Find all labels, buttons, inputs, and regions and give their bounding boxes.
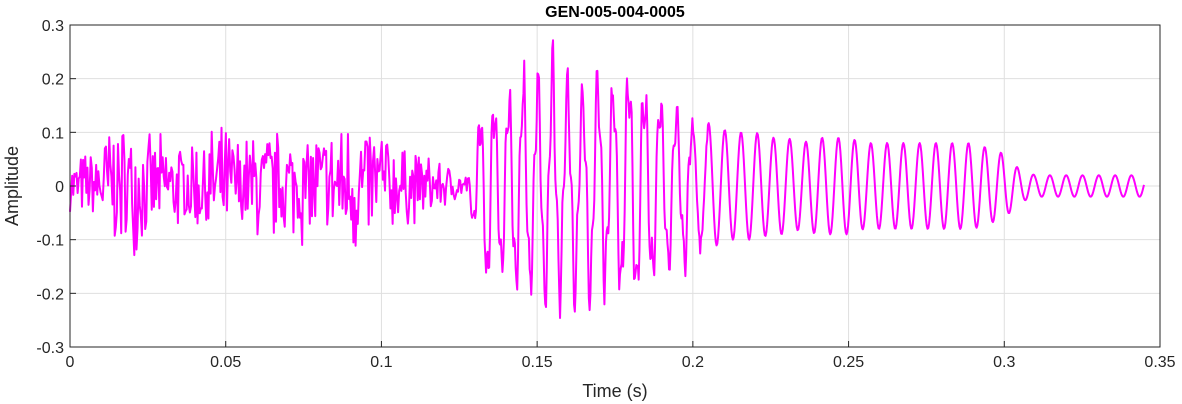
series-layer <box>69 39 1145 320</box>
ticks: 0 0.05 0.1 0.15 0.2 0.25 0.3 0.35 -0.3 -0.2 -0.1 0 0… <box>36 18 1175 371</box>
y-tick-label: -0.3 <box>36 340 64 357</box>
chart-title: GEN-005-004-0005 <box>545 4 685 21</box>
y-tick-label: -0.1 <box>36 233 64 250</box>
y-tick-label: 0.3 <box>42 18 64 35</box>
x-tick-label: 0.35 <box>1144 354 1175 371</box>
y-tick-label: 0.2 <box>42 72 64 89</box>
amplitude-waveform-line <box>69 39 1145 320</box>
y-tick-label: 0 <box>55 179 64 196</box>
y-axis-label: Amplitude <box>2 146 22 226</box>
x-tick-label: 0 <box>66 354 75 371</box>
y-tick-label: -0.2 <box>36 286 64 303</box>
x-tick-label: 0.05 <box>210 354 241 371</box>
y-tick-label: 0.1 <box>42 125 64 142</box>
x-axis-label: Time (s) <box>582 381 647 401</box>
x-tick-label: 0.15 <box>522 354 553 371</box>
x-tick-label: 0.1 <box>370 354 392 371</box>
x-tick-label: 0.3 <box>993 354 1015 371</box>
x-tick-label: 0.2 <box>682 354 704 371</box>
x-tick-label: 0.25 <box>833 354 864 371</box>
